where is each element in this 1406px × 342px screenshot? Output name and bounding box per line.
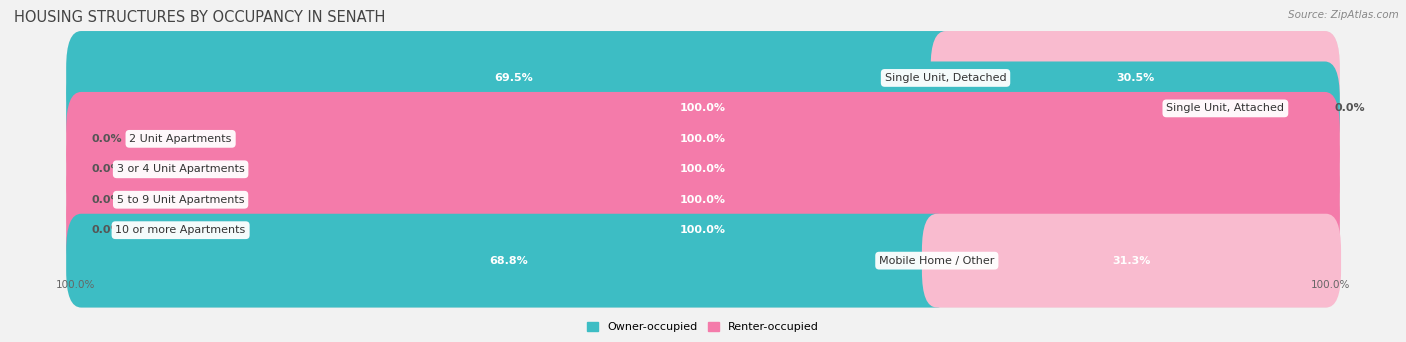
FancyBboxPatch shape (66, 153, 1340, 247)
Text: HOUSING STRUCTURES BY OCCUPANCY IN SENATH: HOUSING STRUCTURES BY OCCUPANCY IN SENAT… (14, 10, 385, 25)
Text: 100.0%: 100.0% (1310, 279, 1350, 290)
Text: 5 to 9 Unit Apartments: 5 to 9 Unit Apartments (117, 195, 245, 205)
FancyBboxPatch shape (931, 31, 1340, 125)
Text: 100.0%: 100.0% (681, 225, 725, 235)
Text: 10 or more Apartments: 10 or more Apartments (115, 225, 246, 235)
Text: 100.0%: 100.0% (681, 195, 725, 205)
FancyBboxPatch shape (66, 122, 1340, 216)
FancyBboxPatch shape (66, 62, 1340, 155)
Text: Single Unit, Detached: Single Unit, Detached (884, 73, 1007, 83)
Text: 0.0%: 0.0% (91, 195, 122, 205)
Text: 31.3%: 31.3% (1112, 256, 1150, 266)
Text: 100.0%: 100.0% (681, 134, 725, 144)
FancyBboxPatch shape (66, 31, 960, 125)
FancyBboxPatch shape (66, 153, 1340, 247)
Text: 2 Unit Apartments: 2 Unit Apartments (129, 134, 232, 144)
Text: 30.5%: 30.5% (1116, 73, 1154, 83)
FancyBboxPatch shape (66, 214, 952, 307)
FancyBboxPatch shape (66, 122, 1340, 216)
FancyBboxPatch shape (66, 183, 1340, 277)
Text: 69.5%: 69.5% (494, 73, 533, 83)
Text: 100.0%: 100.0% (681, 103, 725, 114)
Text: 100.0%: 100.0% (681, 164, 725, 174)
Text: Single Unit, Attached: Single Unit, Attached (1167, 103, 1285, 114)
Text: 68.8%: 68.8% (489, 256, 529, 266)
FancyBboxPatch shape (66, 214, 1340, 307)
Text: Mobile Home / Other: Mobile Home / Other (879, 256, 994, 266)
FancyBboxPatch shape (66, 62, 1340, 155)
Text: 3 or 4 Unit Apartments: 3 or 4 Unit Apartments (117, 164, 245, 174)
Text: 100.0%: 100.0% (56, 279, 96, 290)
FancyBboxPatch shape (66, 183, 1340, 277)
FancyBboxPatch shape (922, 214, 1341, 307)
FancyBboxPatch shape (66, 92, 1340, 186)
Text: Source: ZipAtlas.com: Source: ZipAtlas.com (1288, 10, 1399, 20)
Legend: Owner-occupied, Renter-occupied: Owner-occupied, Renter-occupied (582, 317, 824, 337)
Text: 0.0%: 0.0% (91, 134, 122, 144)
Text: 0.0%: 0.0% (91, 225, 122, 235)
Text: 0.0%: 0.0% (91, 164, 122, 174)
FancyBboxPatch shape (66, 31, 1340, 125)
FancyBboxPatch shape (66, 92, 1340, 186)
Text: 0.0%: 0.0% (1334, 103, 1365, 114)
